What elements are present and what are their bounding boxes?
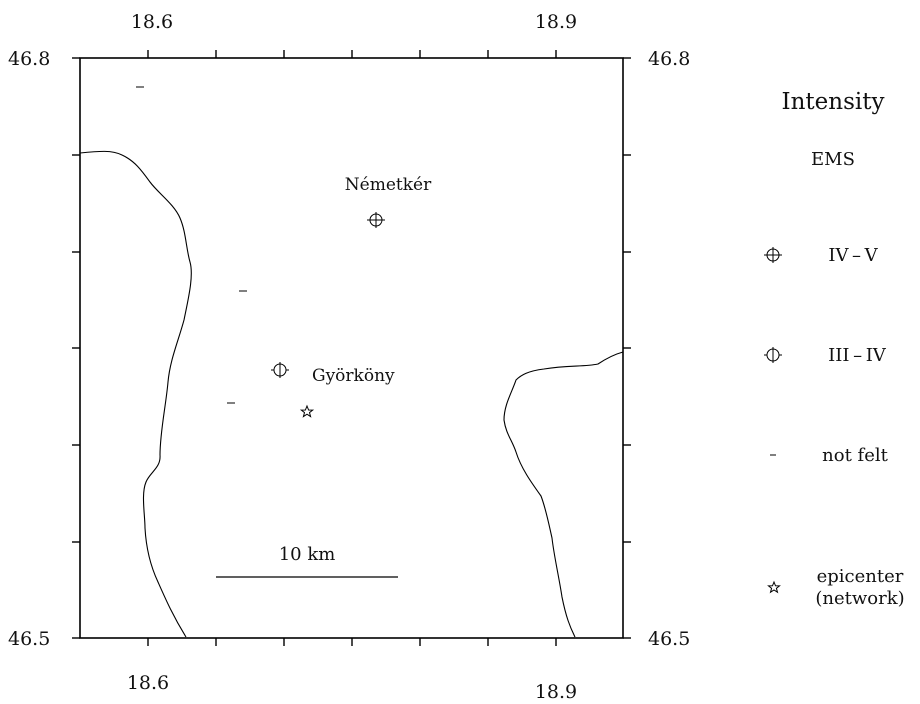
place-label-nemetker: Németkér xyxy=(345,175,432,195)
scale-bar-label: 10 km xyxy=(279,544,336,565)
bottom-lon-label-1: 18.6 xyxy=(127,672,169,694)
left-lat-label-bottom: 46.5 xyxy=(8,628,50,650)
nemetker-marker xyxy=(367,212,385,228)
not-felt-markers xyxy=(136,86,247,404)
river-left xyxy=(79,150,192,638)
frame-ticks xyxy=(72,50,631,646)
legend-label-iii-iv: III – IV xyxy=(828,345,887,366)
legend-label-not-felt: not felt xyxy=(822,445,888,466)
epicenter-star-icon xyxy=(299,404,315,418)
top-lon-label-1: 18.6 xyxy=(131,11,173,33)
legend-circle-bar-icon xyxy=(764,347,782,363)
legend-label-network: (network) xyxy=(815,588,904,609)
river-right xyxy=(503,351,624,638)
place-label-gyorkony: Györköny xyxy=(312,366,395,386)
legend-subtitle: EMS xyxy=(811,149,855,170)
left-lat-label-top: 46.8 xyxy=(8,48,50,70)
right-lat-label-top: 46.8 xyxy=(648,48,690,70)
top-lon-label-2: 18.9 xyxy=(535,11,577,33)
legend-title: Intensity xyxy=(782,89,885,115)
legend-circle-cross-icon xyxy=(764,247,782,263)
gyorkony-marker xyxy=(271,362,289,378)
legend-label-iv-v: IV – V xyxy=(828,245,878,266)
bottom-lon-label-2: 18.9 xyxy=(535,681,577,703)
legend: Intensity EMS IV – V III – IV not felt e… xyxy=(764,89,905,609)
legend-star-icon xyxy=(767,580,781,594)
legend-label-epicenter: epicenter xyxy=(817,566,904,587)
map-frame xyxy=(79,57,624,639)
right-lat-label-bottom: 46.5 xyxy=(648,628,690,650)
